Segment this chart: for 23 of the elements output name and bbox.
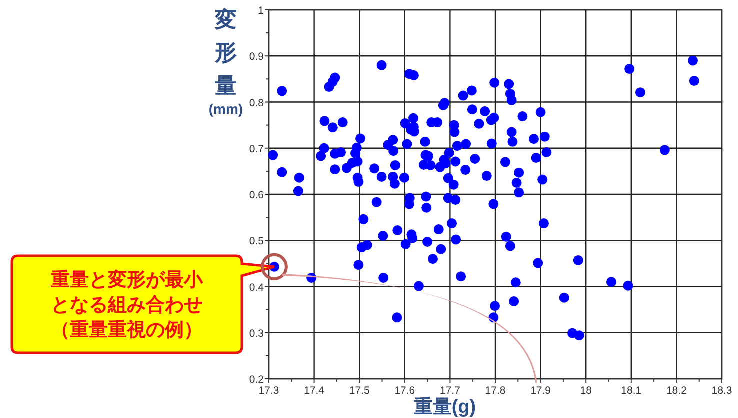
x-tick-label: 17.9 <box>530 385 552 397</box>
x-tick-label: 18.3 <box>712 385 732 397</box>
y-tick-label: 0.7 <box>249 143 264 156</box>
y-axis-title: 変形量 (mm) <box>208 7 244 117</box>
x-tick-label: 18.2 <box>666 385 688 397</box>
x-tick-label: 18.1 <box>621 385 642 397</box>
y-tick-label: 1 <box>258 5 264 17</box>
y-tick-label: 0.3 <box>249 328 264 340</box>
x-tick-label: 17.6 <box>394 385 416 397</box>
x-tick-label: 17.4 <box>304 385 325 397</box>
text: 重量と変形が最小となる組み合わせ（重量重視の例） <box>50 269 204 341</box>
x-tick-label: 17.3 <box>258 385 280 397</box>
y-tick-label: 0.9 <box>249 51 264 64</box>
x-tick-label: 17.5 <box>349 385 370 397</box>
y-tick-label: 0.5 <box>249 236 264 248</box>
y-tick-label: 0.4 <box>249 282 264 294</box>
y-tick-label: 0.8 <box>249 97 264 110</box>
x-tick-label: 17.8 <box>485 385 506 397</box>
x-tick-label: 18 <box>580 385 592 397</box>
y-tick-label: 0.6 <box>249 190 264 202</box>
x-tick-label: 17.7 <box>440 385 461 397</box>
y-tick-label: 0.2 <box>249 374 264 386</box>
x-axis-title: 重量(g) <box>412 396 476 418</box>
